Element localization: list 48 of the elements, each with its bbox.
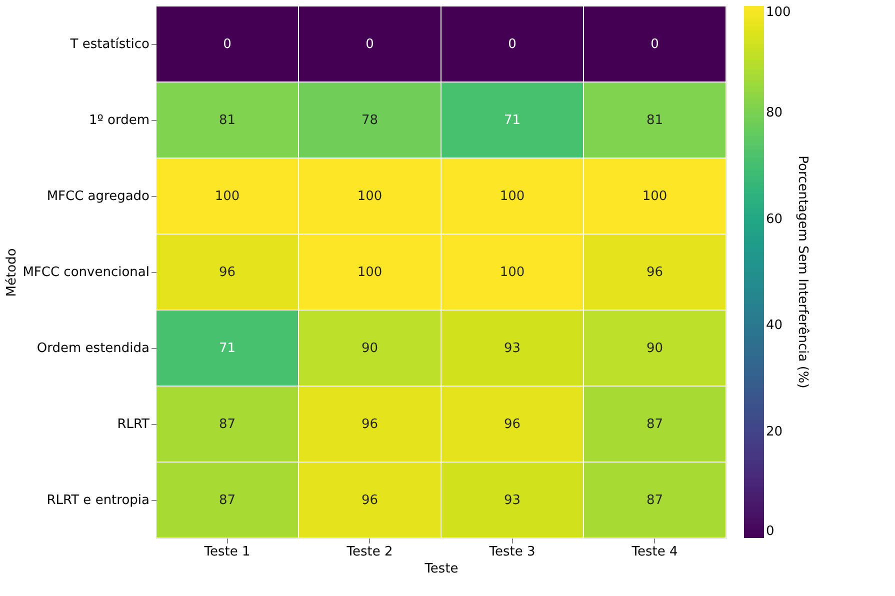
x-axis-title: Teste (424, 562, 458, 576)
y-tick-label: MFCC agregado (46, 189, 150, 204)
data-label: 96 (218, 265, 236, 280)
data-label: 87 (218, 417, 236, 432)
data-label: 0 (650, 37, 659, 52)
y-tick-label: RLRT e entropia (46, 493, 150, 508)
x-tick-label: Teste 4 (630, 544, 678, 560)
data-label: 100 (500, 189, 525, 204)
data-label: 100 (214, 189, 240, 204)
y-tick-label: MFCC convencional (22, 265, 150, 280)
color-bar-label: 60 (766, 212, 783, 227)
data-label: 100 (500, 265, 525, 280)
data-label: 0 (366, 37, 374, 52)
data-label: 78 (361, 113, 378, 128)
data-label: 87 (646, 493, 664, 508)
color-bar-label: 0 (766, 524, 774, 539)
color-bar-label: 20 (766, 424, 783, 440)
data-label: 0 (223, 37, 232, 52)
data-label: 96 (646, 265, 664, 280)
data-label: 0 (508, 37, 516, 52)
data-label: 71 (504, 113, 521, 128)
data-label: 71 (218, 341, 236, 356)
data-label: 96 (361, 417, 378, 432)
color-bar-label: 100 (766, 5, 791, 20)
data-label: 93 (504, 493, 521, 508)
data-label: 87 (646, 417, 664, 432)
x-tick-label: Teste 3 (488, 544, 536, 560)
data-label: 96 (361, 493, 378, 508)
data-label: 96 (504, 417, 521, 432)
color-bar-title: Porcentagem Sem Interferência (%) (795, 156, 810, 388)
color-bar-label: 40 (766, 318, 783, 334)
y-axis-title: Método (4, 248, 20, 297)
y-tick-label: 1º ordem (88, 113, 150, 128)
data-label: 100 (642, 189, 668, 204)
data-label: 100 (357, 189, 382, 204)
data-label: 100 (357, 265, 382, 280)
color-bar-label: 80 (766, 105, 783, 120)
data-label: 93 (504, 341, 521, 356)
data-label: 87 (218, 493, 236, 508)
data-label: 90 (646, 341, 664, 356)
data-label: 90 (361, 341, 378, 356)
y-tick-label: Ordem estendida (36, 341, 150, 356)
y-tick-label: T estatístico (69, 37, 150, 52)
x-tick-label: Teste 2 (346, 544, 393, 560)
x-tick-label: Teste 1 (203, 544, 250, 560)
data-label: 81 (646, 113, 664, 128)
y-tick-label: RLRT (117, 417, 150, 432)
data-label: 81 (218, 113, 236, 128)
